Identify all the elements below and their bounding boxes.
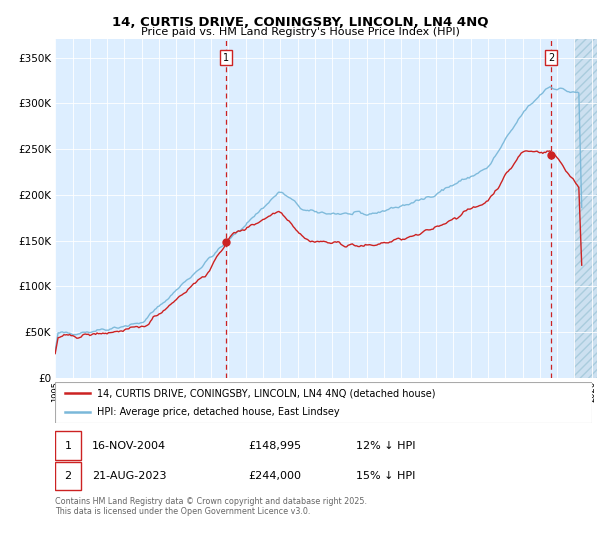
Text: 21-AUG-2023: 21-AUG-2023 [92, 471, 166, 481]
Text: Price paid vs. HM Land Registry's House Price Index (HPI): Price paid vs. HM Land Registry's House … [140, 27, 460, 37]
Bar [55, 461, 81, 491]
Text: 1: 1 [65, 441, 71, 451]
Text: 1: 1 [223, 53, 229, 63]
Bar [55, 431, 81, 460]
Text: Contains HM Land Registry data © Crown copyright and database right 2025.
This d: Contains HM Land Registry data © Crown c… [55, 497, 367, 516]
Text: 15% ↓ HPI: 15% ↓ HPI [356, 471, 415, 481]
Text: £244,000: £244,000 [248, 471, 302, 481]
Text: 14, CURTIS DRIVE, CONINGSBY, LINCOLN, LN4 4NQ: 14, CURTIS DRIVE, CONINGSBY, LINCOLN, LN… [112, 16, 488, 29]
Text: 12% ↓ HPI: 12% ↓ HPI [356, 441, 415, 451]
Text: 16-NOV-2004: 16-NOV-2004 [92, 441, 166, 451]
Bar [574, 39, 597, 378]
Text: 2: 2 [65, 471, 71, 481]
Text: HPI: Average price, detached house, East Lindsey: HPI: Average price, detached house, East… [97, 407, 340, 417]
Text: 14, CURTIS DRIVE, CONINGSBY, LINCOLN, LN4 4NQ (detached house): 14, CURTIS DRIVE, CONINGSBY, LINCOLN, LN… [97, 389, 436, 398]
Text: £148,995: £148,995 [248, 441, 302, 451]
Text: 2: 2 [548, 53, 554, 63]
Bar [574, 39, 597, 378]
